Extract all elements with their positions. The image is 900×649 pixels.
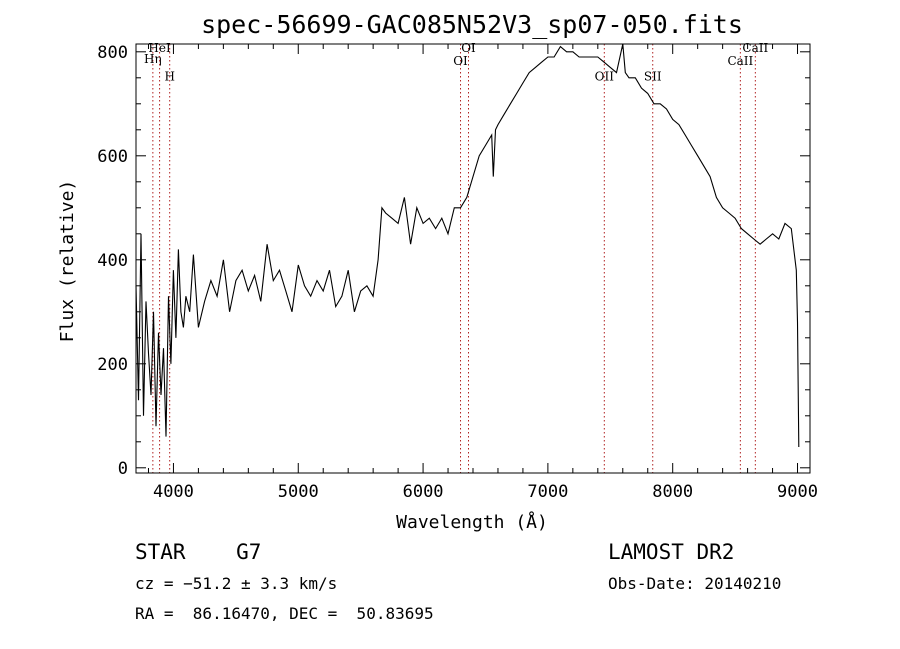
survey-name: LAMOST DR2 (608, 540, 735, 564)
spectral-line-label: Hη (144, 52, 162, 66)
redshift-velocity: cz = −51.2 ± 3.3 km/s (135, 574, 338, 593)
y-tick-label: 0 (118, 459, 128, 479)
spectral-line-label: H (164, 69, 174, 83)
observation-date: Obs-Date: 20140210 (608, 574, 782, 593)
x-axis-label: Wavelength (Å) (396, 511, 548, 533)
plot-frame (135, 43, 811, 474)
object-class: STAR G7 (135, 540, 262, 564)
y-tick-label: 200 (97, 355, 128, 375)
spectral-line-label: CaII (742, 41, 768, 55)
coordinates: RA = 86.16470, DEC = 50.83695 (135, 604, 434, 623)
x-axis-ticks: 4000 5000 6000 7000 8000 9000 (147, 44, 818, 502)
x-tick-label: 5000 (278, 482, 319, 502)
y-tick-label: 800 (97, 43, 128, 63)
y-axis-ticks: 0 200 400 600 800 (97, 43, 810, 479)
spectrum-series-line (135, 43, 800, 448)
x-tick-label: 7000 (527, 482, 568, 502)
spectral-line-label: SII (644, 69, 662, 83)
chart-title: spec-56699-GAC085N52V3_sp07-050.fits (201, 10, 743, 39)
spectral-line-label: OI (461, 41, 476, 55)
x-tick-label: 6000 (403, 482, 444, 502)
y-axis-label: Flux (relative) (57, 180, 78, 343)
spectral-line-label: OII (595, 69, 615, 83)
x-tick-label: 8000 (652, 482, 693, 502)
x-tick-label: 4000 (153, 482, 194, 502)
spectral-line-label: CaII (727, 54, 753, 68)
y-tick-label: 400 (97, 251, 128, 271)
y-tick-label: 600 (97, 147, 128, 167)
spectral-line-label: HeI (148, 41, 171, 55)
spectral-line-label: OI (453, 54, 468, 68)
x-tick-label: 9000 (777, 482, 818, 502)
